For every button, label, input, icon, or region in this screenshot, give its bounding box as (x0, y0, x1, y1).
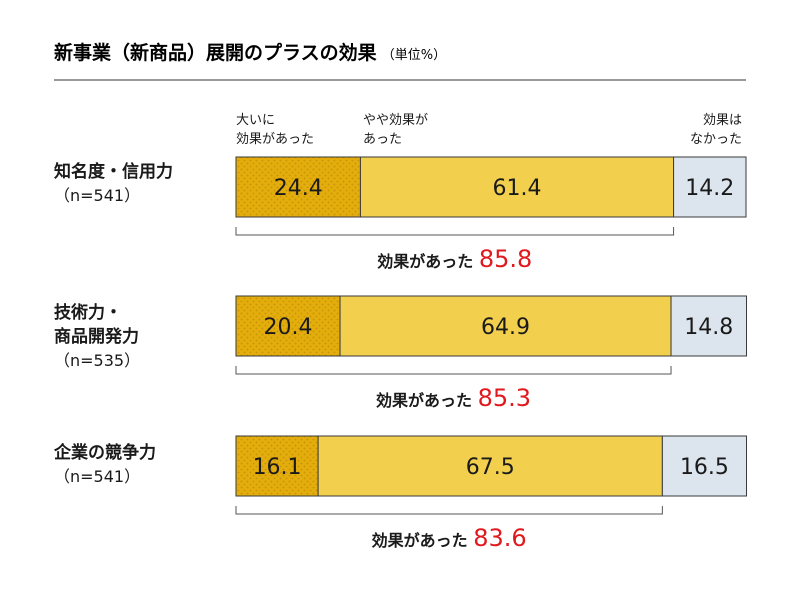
chart-title: 新事業（新商品）展開のプラスの効果 （単位%） (54, 41, 446, 64)
total-label-3: 効果があった (372, 531, 474, 550)
total-value-1: 85.8 (479, 245, 532, 273)
data-label-2-3: 14.8 (684, 315, 733, 340)
bar-segment-3-2 (317, 435, 663, 497)
total-text-3: 効果があった 83.6 (372, 524, 527, 552)
data-label-1-2: 61.4 (493, 176, 542, 201)
total-label-1: 効果があった (377, 252, 479, 271)
bar-segment-3-3 (661, 435, 748, 497)
data-label-3-2: 67.5 (466, 455, 515, 480)
total-text-2: 効果があった 85.3 (376, 384, 531, 412)
category-label-1-line-1: 知名度・信用力 (53, 161, 173, 182)
data-label-1-3: 14.2 (685, 176, 734, 201)
chart-title-main: 新事業（新商品）展開のプラスの効果 (54, 41, 377, 64)
total-label-2: 効果があった (376, 391, 478, 410)
total-value-2: 85.3 (478, 384, 531, 412)
data-label-3-3: 16.5 (680, 455, 729, 480)
data-label-2-1: 20.4 (264, 315, 313, 340)
bar-segment-2-3 (670, 295, 748, 357)
bar-segment-1-3 (673, 156, 747, 218)
chart-unit: （単位%） (382, 47, 446, 63)
category-label-2-line-1: 技術力・ (54, 302, 122, 323)
bracket-3 (235, 506, 663, 515)
legend-label-2-line-1: やや効果が (363, 113, 428, 128)
data-label-3-1: 16.1 (253, 455, 302, 480)
legend-label-3-line-2: なかった (690, 132, 742, 147)
category-label-3-line-2: （n=541） (54, 467, 140, 486)
total-value-3: 83.6 (473, 524, 526, 552)
category-label-3-line-1: 企業の競争力 (53, 442, 156, 463)
data-label-2-2: 64.9 (481, 315, 530, 340)
legend-label-3-line-1: 効果は (703, 113, 742, 128)
category-label-1-line-2: （n=541） (54, 186, 140, 205)
data-label-1-1: 24.4 (274, 176, 323, 201)
category-label-2-line-2: 商品開発力 (54, 326, 139, 347)
bracket-1 (235, 227, 675, 236)
bar-segment-1-1 (235, 156, 361, 218)
legend-label-1-line-1: 大いに (236, 113, 275, 128)
legend-label-2-line-2: あった (363, 132, 402, 147)
total-text-1: 効果があった 85.8 (377, 245, 532, 273)
legend-label-1-line-2: 効果があった (236, 132, 314, 147)
category-label-2-line-3: （n=535） (54, 351, 140, 370)
bracket-2 (235, 366, 672, 375)
bar-segment-1-2 (359, 156, 675, 218)
